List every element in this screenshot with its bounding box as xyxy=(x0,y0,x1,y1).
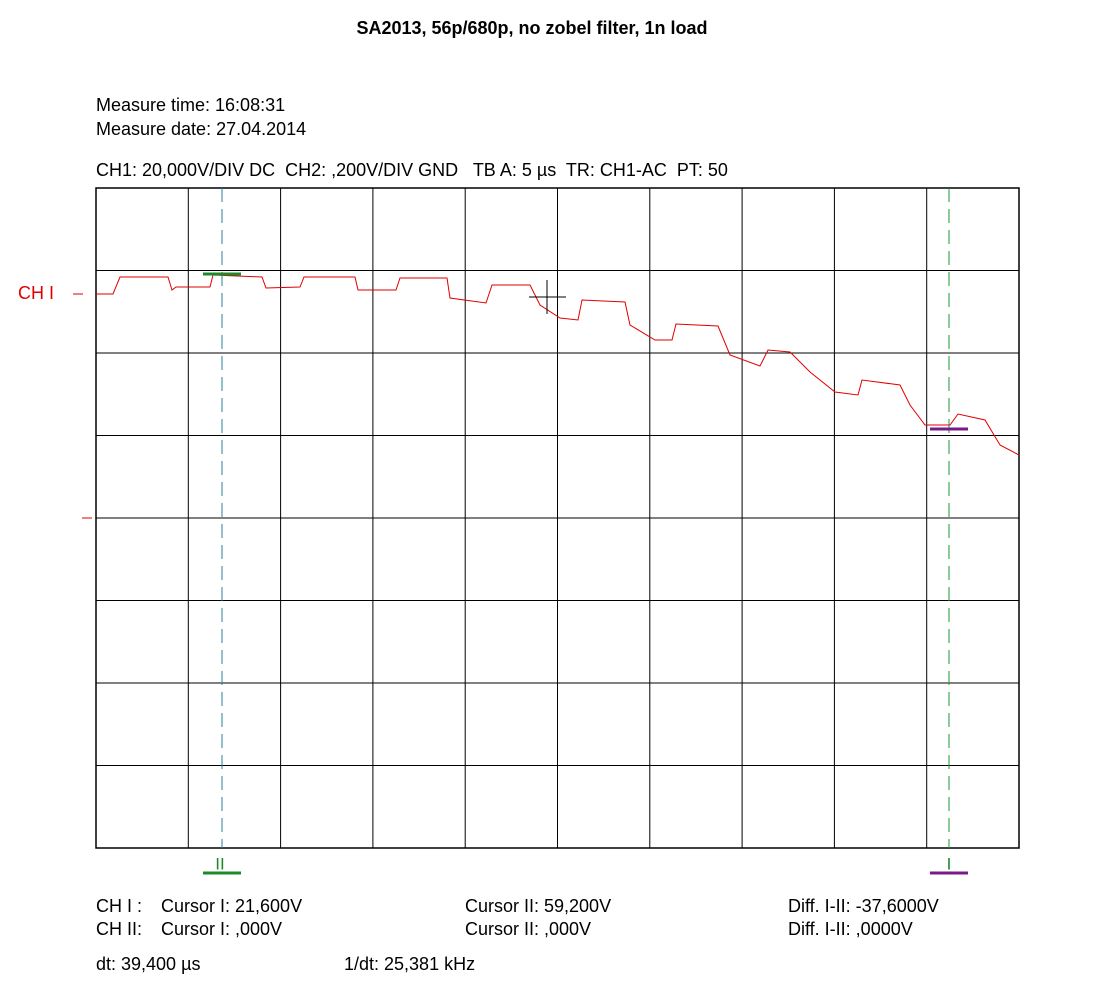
readout-value: Cursor I: 21,600V xyxy=(161,896,302,916)
readout-value: Cursor II: 59,200V xyxy=(465,896,611,916)
graticule xyxy=(95,187,1020,849)
dt: dt: 39,400 µs xyxy=(96,954,200,974)
cursor-marker: II xyxy=(215,854,224,873)
waveform xyxy=(96,274,1020,456)
readout-value: Diff. I-II: ,0000V xyxy=(788,919,913,939)
channel-label: CH I xyxy=(18,283,54,303)
readout-channel: CH I : xyxy=(96,896,142,916)
settings: CH1: 20,000V/DIV DC CH2: ,200V/DIV GND T… xyxy=(96,160,728,180)
title: SA2013, 56p/680p, no zobel filter, 1n lo… xyxy=(356,18,707,38)
measure-date: Measure date: 27.04.2014 xyxy=(96,119,306,139)
readout-value: Diff. I-II: -37,6000V xyxy=(788,896,939,916)
readout-value: Cursor I: ,000V xyxy=(161,919,282,939)
readout-channel: CH II: xyxy=(96,919,142,939)
cursor-marker: I xyxy=(947,854,952,873)
readout-value: Cursor II: ,000V xyxy=(465,919,591,939)
inv-dt: 1/dt: 25,381 kHz xyxy=(344,954,475,974)
measure-time: Measure time: 16:08:31 xyxy=(96,95,285,115)
